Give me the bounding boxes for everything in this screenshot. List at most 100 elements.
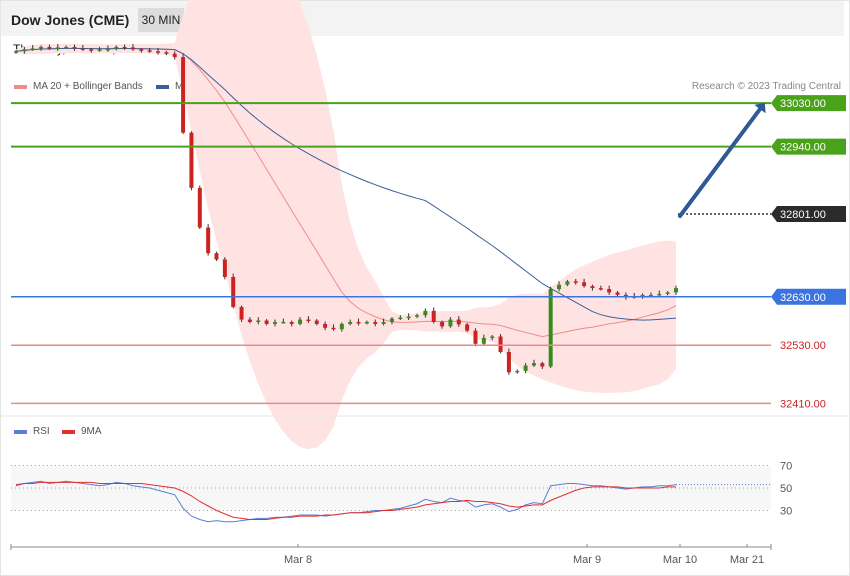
- candle-body: [122, 46, 127, 49]
- candle-body: [30, 48, 35, 50]
- candle-body: [640, 294, 645, 297]
- level-label-2: 32801.00: [780, 209, 826, 221]
- candle-body: [356, 321, 361, 324]
- legend-ma20-label: MA 20 + Bollinger Bands: [33, 81, 143, 92]
- candle-body: [181, 57, 186, 133]
- candle-body: [348, 321, 353, 324]
- candle-body: [440, 321, 445, 327]
- candle-body: [473, 330, 478, 344]
- candle-body: [607, 289, 612, 293]
- candle-body: [331, 327, 336, 330]
- instrument-title: Dow Jones (CME): [11, 12, 130, 28]
- candle-body: [506, 351, 511, 373]
- forecast-arrow-shaft: [678, 107, 762, 218]
- rsi-series-1: [15, 481, 676, 520]
- candle-body: [406, 316, 411, 319]
- candle-body: [339, 323, 344, 330]
- candle-body: [80, 48, 85, 50]
- candle-body: [47, 46, 52, 49]
- candle-body: [189, 132, 194, 188]
- candle-body: [498, 336, 503, 352]
- candle-body: [239, 306, 244, 320]
- candle-body: [139, 49, 144, 51]
- candle-body: [573, 281, 578, 283]
- candle-body: [89, 49, 94, 51]
- candle-body: [398, 317, 403, 320]
- candle-body: [557, 284, 562, 290]
- candle-body: [565, 281, 570, 285]
- header-bar: Dow Jones (CME) 30 MIN: [1, 1, 844, 36]
- candle-body: [14, 51, 18, 53]
- candle-body: [665, 292, 670, 294]
- x-label-2: Mar 10: [663, 554, 697, 566]
- candle-body: [590, 286, 595, 289]
- x-label-1: Mar 9: [573, 554, 601, 566]
- candle-body: [206, 227, 211, 254]
- candle-body: [648, 294, 653, 297]
- candle-body: [130, 47, 135, 50]
- candle-body: [298, 319, 303, 324]
- legend-9ma-swatch: [62, 429, 75, 434]
- candle-body: [523, 365, 528, 371]
- candle-body: [548, 289, 553, 367]
- legend-ma20-swatch: [14, 84, 27, 89]
- candle-body: [540, 363, 545, 367]
- candle-body: [582, 282, 587, 287]
- level-label-1: 32940.00: [780, 142, 826, 154]
- level-tag-2: [771, 205, 846, 222]
- candle-body: [289, 321, 294, 324]
- candle-body: [214, 253, 219, 260]
- candle-body: [281, 321, 286, 324]
- candle-body: [247, 319, 252, 322]
- candle-body: [306, 319, 311, 322]
- candle-body: [256, 320, 261, 323]
- level-label-5: 32410.00: [780, 398, 826, 410]
- legend-ma20: MA 20 + Bollinger Bands: [14, 81, 143, 92]
- candle-body: [481, 337, 486, 344]
- candle-body: [364, 321, 369, 324]
- candle-body: [314, 320, 319, 324]
- candle-body: [431, 310, 436, 322]
- level-label-3: 32630.00: [780, 292, 826, 304]
- level-tag-0: [771, 95, 846, 112]
- candle-body: [515, 370, 520, 373]
- candle-body: [114, 46, 119, 49]
- candle-body: [231, 276, 236, 307]
- candle-body: [156, 51, 161, 53]
- candle-body: [531, 363, 536, 366]
- candle-body: [147, 50, 152, 52]
- candle-body: [323, 323, 328, 328]
- candle-body: [272, 321, 277, 324]
- interval-badge[interactable]: 30 MIN: [138, 8, 184, 32]
- legend-rsi-label: RSI: [33, 426, 50, 437]
- research-credit: Research © 2023 Trading Central: [691, 81, 841, 92]
- candle-body: [615, 292, 620, 295]
- rsi-tick-0: 70: [780, 461, 792, 473]
- candle-body: [490, 336, 495, 338]
- candle-body: [164, 52, 169, 54]
- rsi-tick-1: 50: [780, 483, 792, 495]
- candle-body: [22, 49, 27, 52]
- candle-body: [423, 310, 428, 316]
- candle-body: [64, 46, 69, 49]
- level-label-4: 32530.00: [780, 340, 826, 352]
- forecast-arrow-head: [754, 102, 766, 114]
- level-label-0: 33030.00: [780, 98, 826, 110]
- candle-body: [172, 53, 177, 58]
- candle-body: [222, 259, 227, 277]
- rsi-tick-2: 30: [780, 506, 792, 518]
- candle-body: [39, 46, 44, 49]
- legend-rsi-swatch: [14, 429, 27, 434]
- candle-body: [72, 46, 77, 49]
- x-label-3: Mar 21: [730, 554, 764, 566]
- candle-body: [456, 319, 461, 325]
- bollinger-band: [16, 0, 676, 450]
- legend-rsi: RSI: [14, 426, 50, 437]
- candle-body: [381, 321, 386, 324]
- candle-body: [674, 288, 678, 293]
- candle-body: [197, 187, 202, 228]
- candle-body: [657, 293, 662, 296]
- x-label-0: Mar 8: [284, 554, 312, 566]
- candle-body: [105, 48, 110, 51]
